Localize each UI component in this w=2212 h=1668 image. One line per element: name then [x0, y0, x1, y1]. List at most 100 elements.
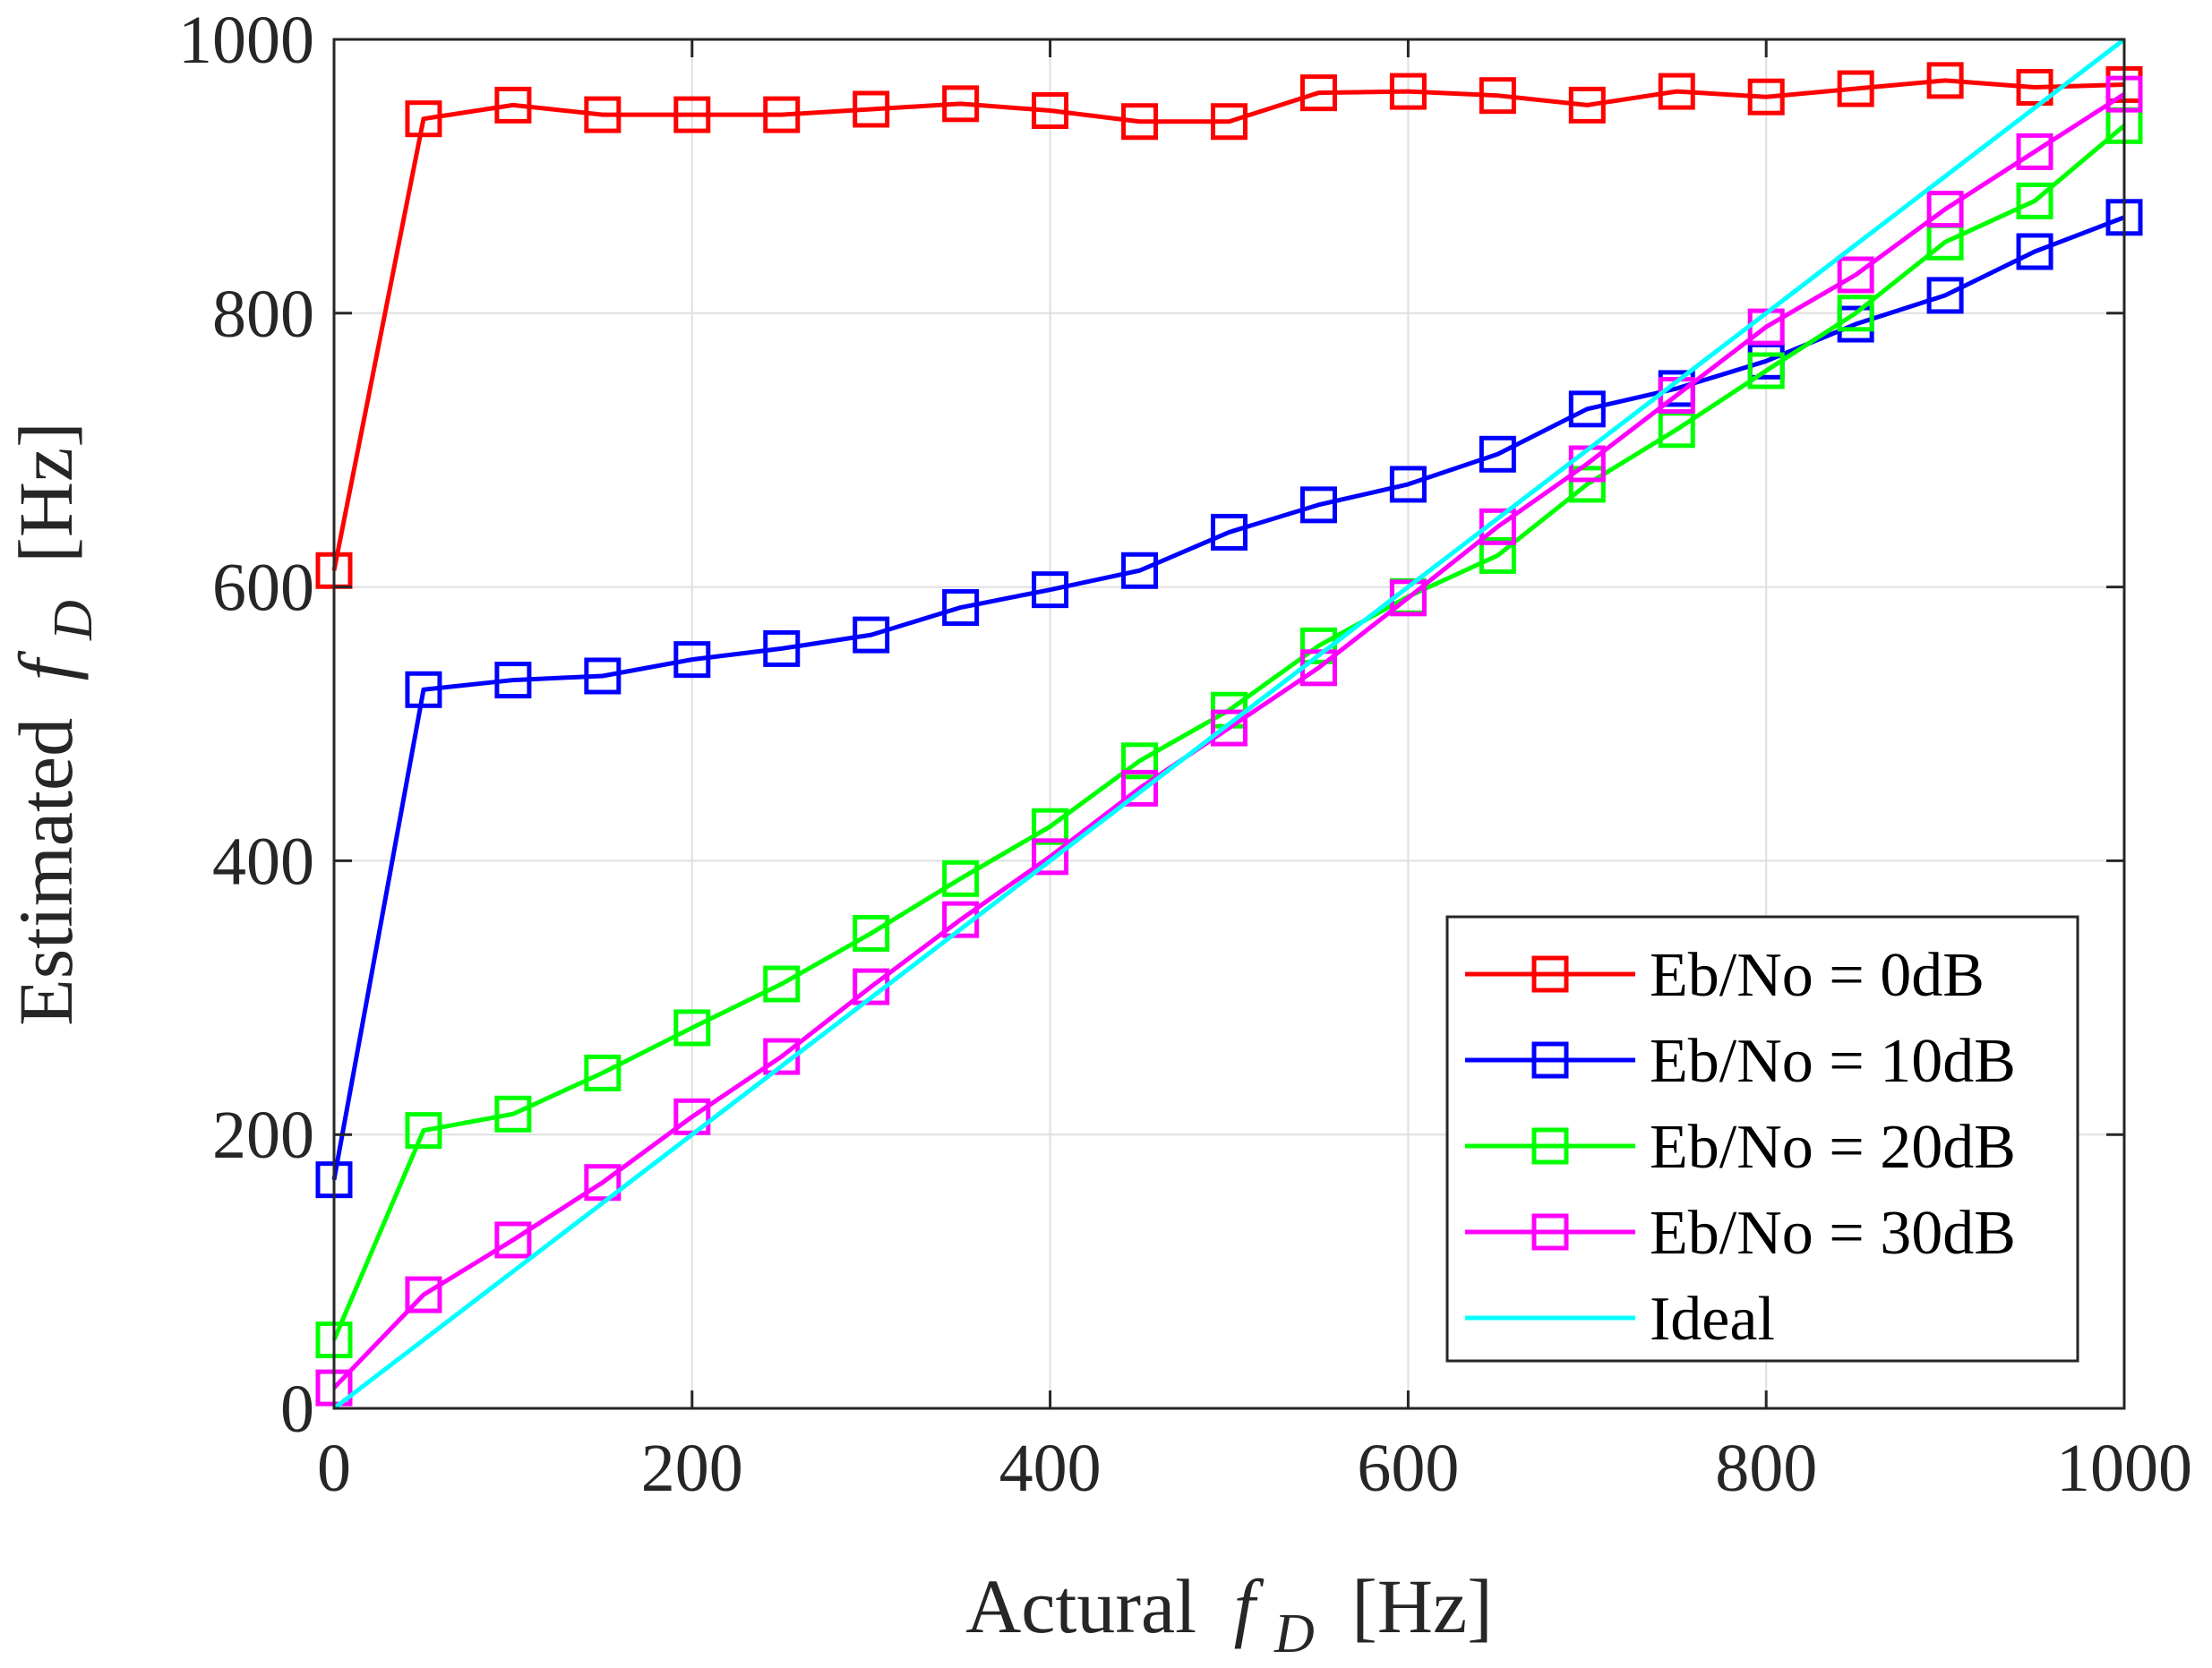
- data-point-marker: [1926, 191, 1964, 228]
- data-point-marker: [1121, 103, 1159, 141]
- series-line: [332, 38, 2126, 1410]
- legend-marker-sample: [1531, 1213, 1569, 1251]
- data-point-marker: [1389, 466, 1427, 503]
- data-point-marker: [405, 1276, 442, 1313]
- series-0: [315, 62, 2143, 589]
- x-axis-title-text: Actural: [965, 1563, 1196, 1649]
- axis-ticks: 0 200 400 600 800 1000 0 200 400 600 800 1000: [178, 3, 2192, 1506]
- data-point-marker: [1211, 709, 1247, 747]
- series-line: [332, 92, 2126, 1390]
- series-lines: [315, 38, 2143, 1410]
- y-axis-title-symbol: f: [3, 650, 89, 680]
- x-axis-title-symbol: f: [1234, 1563, 1265, 1649]
- data-point-marker: [584, 1054, 622, 1091]
- data-point-marker: [1299, 486, 1337, 524]
- data-point-marker: [1032, 838, 1069, 876]
- data-point-marker: [1658, 73, 1695, 110]
- y-tick-label: 0: [280, 1372, 314, 1447]
- data-point-marker: [673, 96, 711, 133]
- data-point-marker: [763, 965, 801, 1003]
- x-tick-label: 600: [1357, 1431, 1459, 1506]
- x-axis-title-unit: [Hz]: [1351, 1563, 1493, 1649]
- data-point-marker: [1479, 77, 1516, 115]
- y-axis-title-unit: [Hz]: [3, 422, 89, 563]
- y-tick-label: 800: [212, 277, 314, 352]
- data-point-marker: [942, 85, 980, 123]
- plot-area-frame: [332, 38, 2126, 1410]
- data-point-marker: [1926, 62, 1964, 99]
- y-tick-label: 200: [212, 1098, 314, 1173]
- data-point-marker: [2016, 233, 2053, 270]
- data-point-marker: [1747, 352, 1785, 389]
- data-point-marker: [1121, 769, 1159, 807]
- legend-item: Eb/No = 30dB: [1465, 1199, 2016, 1268]
- legend: Eb/No = 0dB Eb/No = 10dB Eb/No = 20dB Eb/No…: [1445, 915, 2079, 1363]
- data-point-marker: [405, 671, 442, 708]
- data-point-marker: [1032, 571, 1069, 609]
- data-point-marker: [1211, 513, 1247, 551]
- y-axis-title-text: Estimated: [3, 718, 89, 1026]
- data-point-marker: [1568, 390, 1606, 428]
- data-point-marker: [1837, 70, 1874, 107]
- legend-label: Eb/No = 30dB: [1650, 1199, 2016, 1268]
- data-point-marker: [1837, 256, 1874, 294]
- data-point-marker: [1121, 552, 1159, 589]
- series-line: [331, 78, 2125, 571]
- legend-marker-sample: [1531, 955, 1569, 993]
- series-4: [332, 38, 2126, 1410]
- data-point-marker: [1479, 508, 1516, 545]
- legend-item: Eb/No = 20dB: [1465, 1113, 2016, 1182]
- x-tick-label: 200: [641, 1431, 743, 1506]
- data-point-marker: [853, 90, 890, 128]
- data-point-marker: [494, 86, 532, 124]
- data-point-marker: [942, 860, 980, 897]
- y-tick-label: 1000: [178, 3, 314, 78]
- data-point-marker: [584, 1164, 622, 1202]
- x-tick-label: 800: [1715, 1431, 1817, 1506]
- data-point-marker: [1568, 466, 1606, 503]
- data-point-marker: [1837, 295, 1874, 332]
- gridlines: [334, 39, 2124, 1408]
- series-line: [331, 215, 2125, 1181]
- data-point-marker: [405, 100, 442, 138]
- data-point-marker: [584, 657, 622, 695]
- data-point-marker: [494, 1095, 532, 1133]
- legend-label: Eb/No = 0dB: [1650, 941, 1985, 1010]
- data-point-marker: [2016, 69, 2053, 107]
- data-point-marker: [853, 914, 890, 952]
- data-point-marker: [1032, 92, 1069, 130]
- legend-item: Ideal: [1465, 1285, 1775, 1354]
- data-point-marker: [405, 1112, 442, 1150]
- data-point-marker: [2016, 133, 2053, 170]
- data-point-marker: [1926, 277, 1964, 314]
- data-point-marker: [1479, 435, 1516, 473]
- data-point-marker: [853, 616, 890, 654]
- x-axis-title: Actural f D [Hz]: [965, 1563, 1493, 1668]
- legend-item: Eb/No = 0dB: [1465, 941, 1985, 1010]
- data-point-marker: [1299, 74, 1337, 112]
- data-point-marker: [673, 1009, 711, 1047]
- data-point-marker: [1211, 103, 1247, 141]
- data-point-marker: [1747, 78, 1785, 115]
- data-point-marker: [584, 96, 622, 133]
- legend-label: Eb/No = 10dB: [1650, 1027, 2016, 1096]
- legend-label: Ideal: [1650, 1285, 1775, 1354]
- legend-marker-sample: [1531, 1127, 1569, 1165]
- data-point-marker: [494, 662, 532, 699]
- data-point-marker: [2016, 182, 2053, 219]
- x-tick-label: 0: [317, 1431, 351, 1506]
- data-point-marker: [763, 96, 801, 133]
- y-tick-label: 600: [212, 551, 314, 626]
- data-point-marker: [1121, 742, 1159, 780]
- x-tick-label: 1000: [2056, 1431, 2192, 1506]
- x-axis-title-subscript: D: [1273, 1604, 1315, 1664]
- data-point-marker: [494, 1221, 532, 1259]
- data-point-marker: [1389, 73, 1427, 110]
- data-point-marker: [1568, 86, 1606, 124]
- y-tick-label: 400: [212, 824, 314, 899]
- data-point-marker: [763, 629, 801, 667]
- data-point-marker: [942, 589, 980, 627]
